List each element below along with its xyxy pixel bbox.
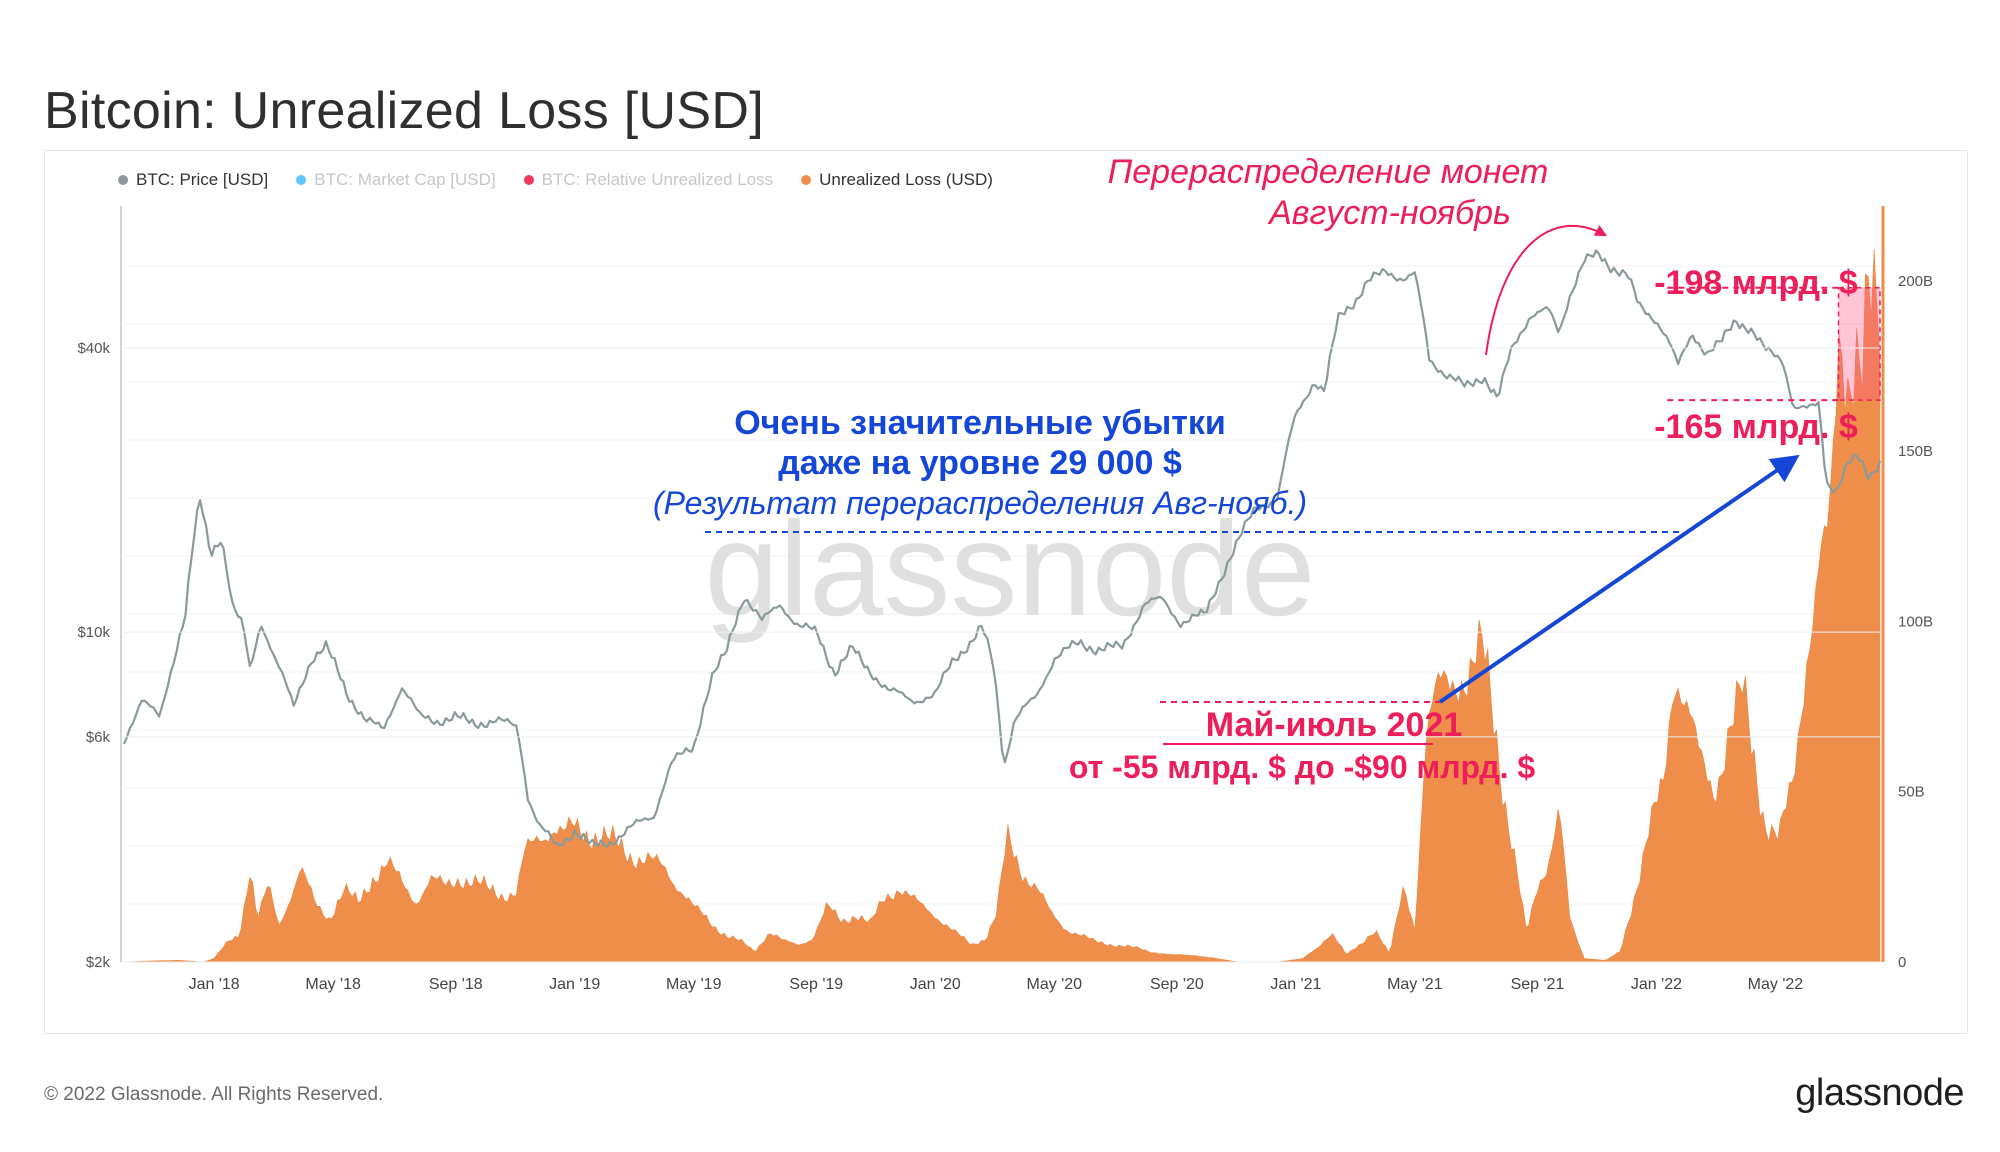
unrealized-loss-area (123, 249, 1881, 963)
y-right-tick-label: 50B (1898, 784, 1925, 801)
legend-item-relative-loss[interactable]: BTC: Relative Unrealized Loss (523, 170, 774, 190)
annotation-redistribution-line1: Перераспределение монет (1108, 153, 1549, 191)
annotation-redistribution-line2: Август-ноябрь (1267, 194, 1511, 232)
annotation-blue-arrow (1438, 454, 1800, 704)
legend-item-unrealized-loss[interactable]: Unrealized Loss (USD) (801, 170, 993, 190)
y-right-tick-label: 200B (1898, 273, 1933, 290)
legend-dot-unrealized-loss (801, 175, 812, 185)
x-tick-label: Sep '19 (789, 976, 843, 993)
x-tick-label: Jan '21 (1270, 976, 1321, 993)
x-ticks: Jan '18 May '18 Sep '18 Jan '19 May '19 Sep '… (189, 976, 1804, 993)
x-tick-label: May '19 (666, 976, 722, 993)
grid-lines (124, 265, 1880, 963)
x-tick-label: Sep '20 (1150, 976, 1204, 993)
annotation-loss-165: -165 млрд. $ (1654, 408, 1858, 446)
annotation-significant-line2: даже на уровне 29 000 $ (778, 444, 1182, 482)
x-tick-label: May '21 (1387, 976, 1443, 993)
y-right-tick-label: 150B (1898, 443, 1933, 460)
annotation-mayjuly-line2: от -55 млрд. $ до -$90 млрд. $ (1069, 749, 1536, 785)
price-line (122, 249, 1882, 849)
brand-logo[interactable]: glassnode (1795, 1072, 1964, 1114)
y-right-tick-label: 0 (1898, 954, 1906, 971)
legend-dot-market-cap (296, 175, 307, 185)
x-tick-label: Jan '19 (549, 976, 600, 993)
x-tick-label: May '18 (305, 976, 361, 993)
y-left-tick-label: $2k (86, 954, 111, 971)
annotation-significant-line3: (Результат перераспределения Авг-нояб.) (653, 485, 1307, 521)
x-tick-label: Jan '22 (1631, 976, 1682, 993)
y-left-tick-label: $6k (86, 729, 111, 746)
x-tick-label: Sep '21 (1511, 976, 1565, 993)
y-left-tick-label: $40k (77, 340, 110, 357)
loss-range-highlight (1667, 286, 1881, 402)
x-tick-label: Jan '20 (910, 976, 961, 993)
legend-label-market-cap: BTC: Market Cap [USD] (314, 170, 496, 189)
legend-dot-relative-loss (523, 175, 534, 185)
legend-dot-price (118, 175, 128, 185)
y-left-tick-label: $10k (77, 624, 110, 641)
y-right-ticks: 0 50B 100B 150B 200B (1898, 273, 1933, 971)
price-line-path (122, 249, 1882, 849)
highlight-box (1837, 286, 1881, 401)
chart-legend: BTC: Price [USD] BTC: Market Cap [USD] B… (118, 168, 993, 192)
y-left-ticks: $2k $6k $10k $40k (77, 340, 1880, 971)
annotation-mayjuly-line1: Май-июль 2021 (1206, 706, 1463, 744)
x-tick-label: Jan '18 (189, 976, 240, 993)
legend-label-price: BTC: Price [USD] (136, 170, 269, 189)
legend-item-market-cap[interactable]: BTC: Market Cap [USD] (296, 170, 496, 190)
x-tick-label: May '22 (1748, 976, 1804, 993)
annotation-redistribution-arrow (1485, 224, 1608, 356)
watermark: glassnode (705, 495, 1316, 644)
unrealized-loss-area-path (123, 249, 1881, 963)
page-title: Bitcoin: Unrealized Loss [USD] (44, 81, 764, 140)
x-tick-label: May '20 (1027, 976, 1083, 993)
legend-label-relative-loss: BTC: Relative Unrealized Loss (541, 170, 774, 189)
legend-label-unrealized-loss: Unrealized Loss (USD) (819, 170, 993, 189)
x-tick-label: Sep '18 (429, 976, 483, 993)
y-right-tick-label: 100B (1898, 613, 1933, 630)
legend-item-price[interactable]: BTC: Price [USD] (118, 170, 268, 190)
copyright-text: © 2022 Glassnode. All Rights Reserved. (44, 1084, 384, 1105)
annotation-significant-line1: Очень значительные убытки (734, 404, 1226, 442)
annotation-loss-198: -198 млрд. $ (1654, 264, 1858, 302)
